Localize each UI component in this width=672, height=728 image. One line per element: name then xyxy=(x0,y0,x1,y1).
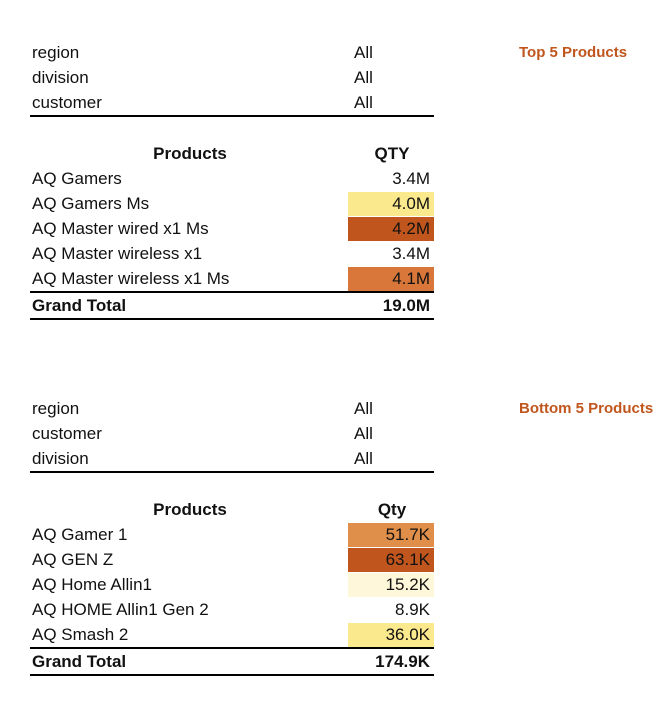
qty-value: 3.4M xyxy=(348,241,434,266)
qty-value: 4.2M xyxy=(348,216,434,241)
qty-value: 15.2K xyxy=(348,572,434,597)
filter-name: division xyxy=(32,67,89,87)
product-name: AQ Master wireless x1 xyxy=(32,243,203,263)
qty-header[interactable]: Qty xyxy=(377,499,407,519)
pivot-table: Products QTY AQ Gamers 3.4M AQ Gamers Ms… xyxy=(30,141,434,320)
filter-name: region xyxy=(32,42,80,62)
grand-total-value: 19.0M xyxy=(382,295,430,315)
filter-value[interactable]: All xyxy=(354,448,373,468)
filter-row[interactable]: customer All xyxy=(30,421,434,446)
filter-name: division xyxy=(32,448,89,468)
filter-row[interactable]: customer All xyxy=(30,90,434,115)
qty-value: 4.1M xyxy=(348,266,434,291)
filter-value[interactable]: All xyxy=(354,398,373,418)
qty-value: 4.0M xyxy=(348,191,434,216)
qty-value: 51.7K xyxy=(348,522,434,547)
product-name: AQ Master wireless x1 Ms xyxy=(32,268,230,288)
top-products-report: region All division All customer All Pro… xyxy=(30,40,434,320)
bottom-products-report: region All customer All division All Pro… xyxy=(30,396,434,676)
grand-total-value: 174.9K xyxy=(375,651,430,671)
filter-name: customer xyxy=(32,92,102,112)
pivot-header: Products QTY xyxy=(30,141,434,166)
filter-row[interactable]: division All xyxy=(30,65,434,90)
product-name: AQ HOME Allin1 Gen 2 xyxy=(32,599,209,619)
table-row: AQ Master wired x1 Ms 4.2M xyxy=(30,216,434,241)
products-header[interactable]: Products xyxy=(153,143,227,163)
grand-total-row: Grand Total 174.9K xyxy=(30,647,434,676)
filter-panel: region All division All customer All xyxy=(30,40,434,117)
table-row: AQ Smash 2 36.0K xyxy=(30,622,434,647)
filter-value[interactable]: All xyxy=(354,42,373,62)
filter-value[interactable]: All xyxy=(354,92,373,112)
filter-value[interactable]: All xyxy=(354,423,373,443)
grand-total-row: Grand Total 19.0M xyxy=(30,291,434,320)
pivot-header: Products Qty xyxy=(30,497,434,522)
table-row: AQ GEN Z 63.1K xyxy=(30,547,434,572)
top-products-title: Top 5 Products xyxy=(519,44,628,61)
product-name: AQ Gamer 1 xyxy=(32,524,128,544)
table-row: AQ Master wireless x1 Ms 4.1M xyxy=(30,266,434,291)
table-row: AQ HOME Allin1 Gen 2 8.9K xyxy=(30,597,434,622)
qty-value: 8.9K xyxy=(348,597,434,622)
product-name: AQ Home Allin1 xyxy=(32,574,152,594)
table-row: AQ Gamers 3.4M xyxy=(30,166,434,191)
product-name: AQ GEN Z xyxy=(32,549,114,569)
bottom-products-title: Bottom 5 Products xyxy=(519,400,654,417)
table-row: AQ Gamer 1 51.7K xyxy=(30,522,434,547)
grand-total-label: Grand Total xyxy=(32,295,127,315)
table-row: AQ Master wireless x1 3.4M xyxy=(30,241,434,266)
product-name: AQ Gamers Ms xyxy=(32,193,150,213)
product-name: AQ Smash 2 xyxy=(32,624,129,644)
product-name: AQ Master wired x1 Ms xyxy=(32,218,209,238)
grand-total-label: Grand Total xyxy=(32,651,127,671)
filter-name: region xyxy=(32,398,80,418)
filter-name: customer xyxy=(32,423,102,443)
filter-row[interactable]: region All xyxy=(30,40,434,65)
product-name: AQ Gamers xyxy=(32,168,122,188)
pivot-table: Products Qty AQ Gamer 1 51.7K AQ GEN Z 6… xyxy=(30,497,434,676)
filter-row[interactable]: division All xyxy=(30,446,434,471)
qty-value: 3.4M xyxy=(348,166,434,191)
qty-header[interactable]: QTY xyxy=(374,143,410,163)
products-header[interactable]: Products xyxy=(153,499,227,519)
filter-row[interactable]: region All xyxy=(30,396,434,421)
filter-panel: region All customer All division All xyxy=(30,396,434,473)
table-row: AQ Home Allin1 15.2K xyxy=(30,572,434,597)
table-row: AQ Gamers Ms 4.0M xyxy=(30,191,434,216)
filter-value[interactable]: All xyxy=(354,67,373,87)
qty-value: 63.1K xyxy=(348,547,434,572)
qty-value: 36.0K xyxy=(348,622,434,647)
